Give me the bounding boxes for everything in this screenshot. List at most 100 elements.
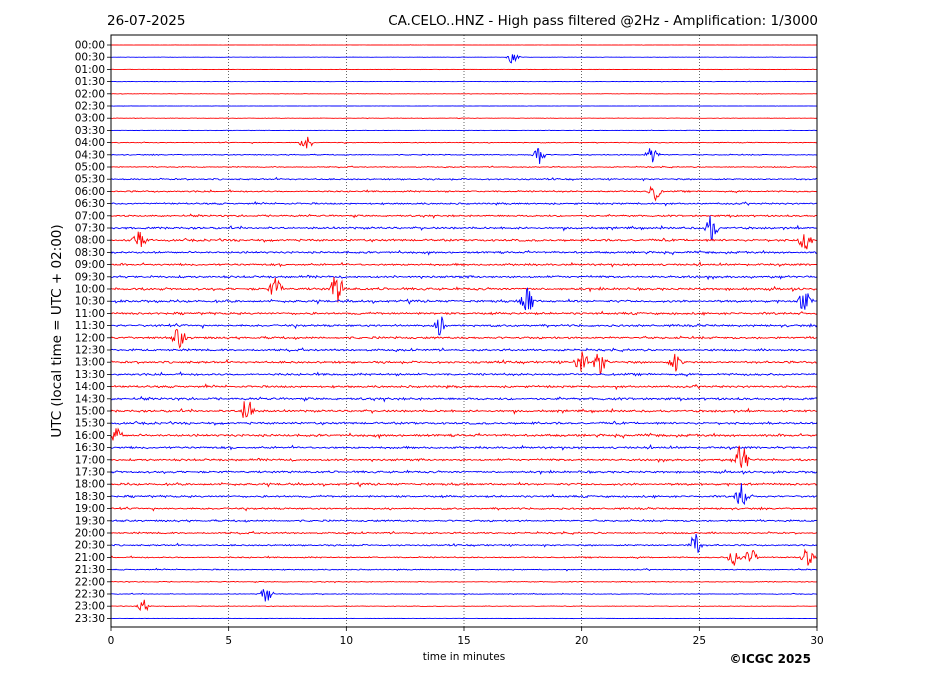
trace-0030 — [111, 54, 818, 64]
y-tick-label: 11:00 — [75, 308, 105, 320]
trace-2330 — [110, 617, 817, 620]
trace-0930 — [110, 274, 818, 281]
trace-0800 — [110, 231, 818, 250]
copyright-label: ©ICGC 2025 — [729, 652, 811, 666]
y-tick-label: 05:00 — [75, 162, 105, 174]
y-tick-label: 07:00 — [75, 210, 105, 222]
y-tick-label: 11:30 — [75, 320, 105, 332]
y-tick-label: 20:00 — [75, 528, 105, 540]
y-tick-label: 18:30 — [75, 491, 105, 503]
date-label: 26-07-2025 — [107, 13, 185, 29]
y-tick-label: 21:30 — [75, 564, 105, 576]
y-tick-label: 09:30 — [75, 271, 105, 283]
x-tick-label: 0 — [108, 635, 115, 647]
y-tick-label: 07:30 — [75, 223, 105, 235]
trace-1000 — [110, 276, 818, 303]
y-tick-label: 02:00 — [75, 88, 105, 100]
y-tick-label: 20:30 — [75, 540, 105, 552]
trace-2130 — [111, 567, 817, 572]
y-tick-label: 22:00 — [75, 576, 105, 588]
x-tick-label: 30 — [810, 635, 823, 647]
trace-2200 — [110, 580, 818, 584]
seismic-traces — [110, 44, 818, 620]
trace-2000 — [110, 530, 818, 535]
y-tick-label: 03:00 — [75, 113, 105, 125]
y-tick-label: 02:30 — [75, 101, 105, 113]
trace-2100 — [110, 548, 818, 566]
x-tick-label: 25 — [693, 635, 706, 647]
trace-0900 — [110, 261, 818, 268]
trace-1030 — [110, 287, 818, 311]
trace-2030 — [111, 533, 818, 553]
trace-1530 — [110, 420, 818, 426]
y-tick-label: 13:30 — [75, 369, 105, 381]
trace-1330 — [110, 371, 818, 378]
y-tick-label: 21:00 — [75, 552, 105, 564]
y-tick-label: 16:30 — [75, 442, 105, 454]
y-tick-label: 09:00 — [75, 259, 105, 271]
y-tick-label: 12:30 — [75, 345, 105, 357]
y-tick-label: 08:30 — [75, 247, 105, 259]
chart-title: CA.CELO..HNZ - High pass filtered @2Hz -… — [388, 13, 818, 29]
y-tick-label: 19:30 — [75, 515, 105, 527]
x-axis-label: time in minutes — [423, 651, 505, 663]
y-tick-label: 23:30 — [75, 613, 105, 625]
trace-1100 — [110, 310, 818, 317]
trace-0730 — [110, 215, 818, 242]
trace-0200 — [111, 93, 818, 95]
trace-1400 — [110, 383, 818, 391]
y-tick-label: 17:00 — [75, 454, 105, 466]
trace-0600 — [111, 185, 818, 202]
trace-0230 — [110, 105, 818, 107]
y-tick-label: 01:00 — [75, 64, 105, 76]
trace-1900 — [110, 506, 818, 512]
trace-0530 — [110, 176, 817, 182]
y-tick-label: 14:30 — [75, 393, 105, 405]
y-tick-label: 00:30 — [75, 52, 105, 64]
trace-0830 — [110, 249, 818, 256]
trace-0000 — [111, 44, 818, 46]
trace-1930 — [110, 518, 817, 523]
trace-1230 — [110, 347, 818, 353]
trace-0500 — [111, 165, 818, 169]
y-tick-label: 22:30 — [75, 589, 105, 601]
x-tick-label: 15 — [457, 635, 470, 647]
y-tick-label: 17:30 — [75, 467, 105, 479]
vertical-gridlines — [228, 35, 700, 627]
x-axis-ticks: 0 5 10 15 20 25 30 — [108, 627, 824, 647]
plot-frame — [110, 34, 818, 628]
y-tick-label: 08:00 — [75, 235, 105, 247]
y-tick-label: 12:00 — [75, 332, 105, 344]
trace-0100 — [110, 68, 817, 71]
y-axis-ticks: 00:0000:3001:0001:3002:0002:3003:0003:30… — [75, 40, 111, 625]
trace-0630 — [110, 200, 818, 207]
y-tick-label: 14:00 — [75, 381, 105, 393]
x-tick-label: 20 — [575, 635, 588, 647]
y-tick-label: 23:00 — [75, 601, 105, 613]
trace-0400 — [110, 136, 818, 149]
trace-1830 — [110, 483, 818, 506]
y-tick-label: 03:30 — [75, 125, 105, 137]
trace-0300 — [110, 117, 818, 120]
trace-2230 — [110, 589, 818, 602]
trace-1500 — [110, 401, 817, 418]
y-tick-label: 06:00 — [75, 186, 105, 198]
y-tick-label: 01:30 — [75, 76, 105, 88]
y-tick-label: 19:00 — [75, 503, 105, 515]
y-tick-label: 15:30 — [75, 418, 105, 430]
trace-0330 — [110, 129, 818, 132]
trace-1600 — [110, 427, 818, 441]
y-tick-label: 16:00 — [75, 430, 105, 442]
y-tick-label: 13:00 — [75, 357, 105, 369]
trace-1430 — [110, 395, 818, 403]
trace-0130 — [110, 80, 818, 83]
trace-1200 — [110, 328, 818, 349]
trace-0700 — [110, 213, 818, 219]
trace-1300 — [110, 351, 818, 375]
y-tick-label: 18:00 — [75, 479, 105, 491]
trace-1730 — [110, 469, 818, 475]
trace-2300 — [110, 599, 818, 612]
y-tick-label: 06:30 — [75, 198, 105, 210]
trace-1700 — [110, 445, 818, 468]
